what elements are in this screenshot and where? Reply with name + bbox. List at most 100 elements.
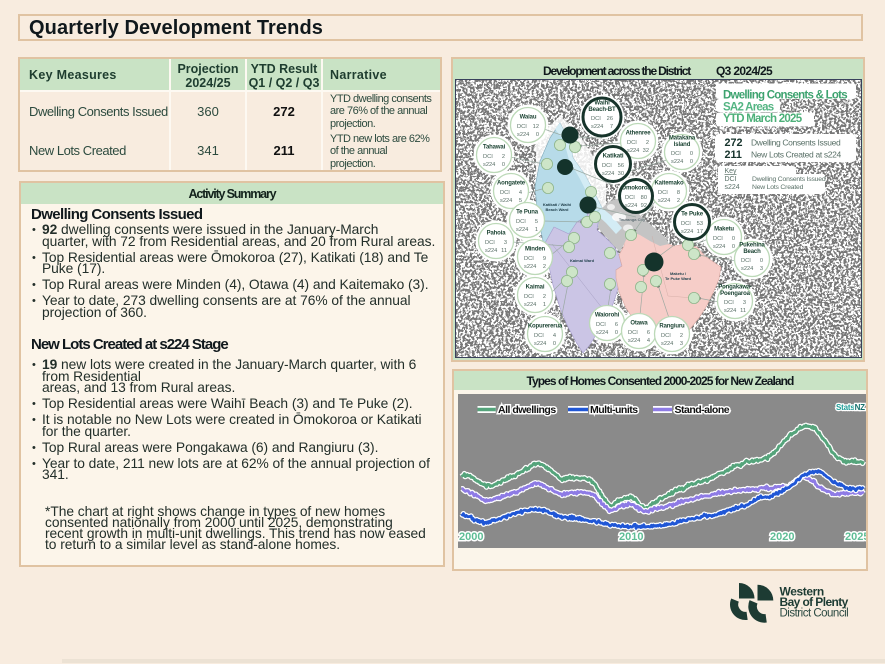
svg-text:0: 0 [690, 159, 693, 165]
svg-text:Multi-units: Multi-units [590, 404, 638, 416]
svg-text:s224: s224 [516, 227, 528, 233]
svg-text:DCI: DCI [516, 219, 526, 225]
svg-text:Tauranga City: Tauranga City [619, 217, 646, 222]
svg-text:56: 56 [618, 163, 624, 169]
svg-text:s224: s224 [524, 264, 536, 270]
svg-text:0: 0 [690, 151, 693, 157]
svg-text:Stand-alone: Stand-alone [675, 404, 730, 416]
svg-text:2: 2 [677, 198, 680, 204]
svg-text:s224: s224 [671, 159, 683, 165]
svg-text:11: 11 [740, 308, 746, 314]
svg-text:0: 0 [502, 162, 505, 168]
svg-text:DCI: DCI [517, 124, 527, 130]
svg-text:Island: Island [674, 142, 691, 148]
svg-text:4: 4 [553, 333, 556, 339]
svg-text:s224: s224 [681, 229, 693, 235]
svg-text:Katikati: Katikati [603, 153, 624, 160]
svg-text:s224: s224 [517, 132, 529, 138]
svg-text:Athenree: Athenree [626, 131, 652, 137]
svg-text:s224: s224 [741, 266, 753, 272]
svg-text:Kaimai Ward: Kaimai Ward [570, 258, 595, 263]
svg-text:2: 2 [543, 294, 546, 300]
svg-text:Beach Ward: Beach Ward [546, 207, 570, 212]
svg-text:0: 0 [760, 258, 763, 264]
svg-text:0: 0 [553, 341, 556, 347]
svg-text:s224: s224 [596, 330, 608, 336]
svg-text:3: 3 [760, 266, 763, 272]
svg-text:Pukehina: Pukehina [739, 243, 765, 249]
svg-text:Dwelling Consents & Lots: Dwelling Consents & Lots [723, 90, 847, 102]
svg-text:3: 3 [743, 300, 746, 306]
svg-text:DCI: DCI [534, 333, 544, 339]
svg-text:DCI: DCI [627, 140, 637, 146]
svg-text:6: 6 [615, 322, 618, 328]
svg-text:Pahoia: Pahoia [487, 231, 507, 237]
svg-text:DCI: DCI [724, 300, 734, 306]
svg-text:Rangiuru: Rangiuru [659, 324, 685, 330]
svg-text:Kaimai: Kaimai [526, 285, 545, 291]
svg-text:DCI: DCI [500, 190, 510, 196]
svg-text:DCI: DCI [596, 322, 606, 328]
svg-text:DCI: DCI [741, 258, 751, 264]
svg-text:11: 11 [501, 248, 507, 254]
svg-text:9: 9 [543, 256, 546, 262]
svg-text:Tahawai: Tahawai [483, 145, 506, 151]
svg-text:26: 26 [607, 116, 613, 122]
svg-text:DCI: DCI [671, 151, 681, 157]
svg-text:Dwelling Consents Issued: Dwelling Consents Issued [752, 176, 826, 183]
svg-text:Maketu: Maketu [714, 227, 734, 233]
svg-text:Key: Key [725, 168, 738, 175]
svg-text:Waiorohi: Waiorohi [595, 313, 620, 319]
svg-text:0: 0 [732, 244, 735, 250]
svg-text:DCI: DCI [524, 256, 534, 262]
svg-text:30: 30 [618, 171, 624, 177]
svg-text:Waiau: Waiau [520, 115, 537, 121]
svg-text:12: 12 [533, 124, 539, 130]
svg-text:2: 2 [680, 333, 683, 339]
svg-text:Katikati / Waihi: Katikati / Waihi [543, 202, 571, 207]
svg-text:80: 80 [641, 195, 647, 201]
svg-text:SA2 Areas: SA2 Areas [723, 102, 774, 114]
svg-text:s224: s224 [625, 203, 637, 209]
svg-text:Beach-BT: Beach-BT [588, 106, 616, 113]
svg-text:Te Puke Ward: Te Puke Ward [665, 276, 692, 281]
svg-text:s224: s224 [483, 162, 495, 168]
svg-text:All dwellings: All dwellings [498, 404, 556, 416]
svg-text:Minden: Minden [525, 247, 546, 253]
svg-text:DCI: DCI [628, 330, 638, 336]
svg-text:s224: s224 [591, 124, 603, 130]
svg-text:4: 4 [519, 190, 522, 196]
svg-text:7: 7 [610, 124, 613, 130]
svg-text:Dwelling Consents Issued: Dwelling Consents Issued [751, 138, 841, 148]
svg-text:s224: s224 [627, 148, 639, 154]
svg-text:s224: s224 [724, 308, 736, 314]
svg-text:Maketu /: Maketu / [670, 271, 687, 276]
svg-text:0: 0 [615, 330, 618, 336]
svg-text:1: 1 [543, 302, 546, 308]
svg-text:Aongatete: Aongatete [497, 181, 526, 187]
svg-text:272: 272 [725, 137, 743, 149]
svg-text:Pongakawa-: Pongakawa- [718, 285, 752, 291]
svg-text:Kaitemako: Kaitemako [655, 181, 684, 187]
svg-text:s224: s224 [713, 244, 725, 250]
svg-text:Matakana: Matakana [669, 136, 696, 142]
svg-text:5: 5 [519, 198, 522, 204]
svg-text:s224: s224 [485, 248, 497, 254]
svg-text:Te Puna: Te Puna [516, 210, 539, 216]
svg-text:2020: 2020 [770, 531, 794, 543]
svg-text:DCI: DCI [483, 154, 493, 160]
svg-text:DCI: DCI [524, 294, 534, 300]
svg-text:Te Puke: Te Puke [681, 211, 704, 218]
svg-text:Waihi: Waihi [594, 100, 610, 107]
svg-text:DCI: DCI [713, 236, 723, 242]
svg-text:StatsNZ: StatsNZ [836, 403, 865, 412]
svg-text:2: 2 [543, 264, 546, 270]
svg-text:s224: s224 [524, 302, 536, 308]
svg-text:Western: Western [780, 585, 824, 599]
svg-text:DCI: DCI [658, 190, 668, 196]
svg-text:s224: s224 [500, 198, 512, 204]
svg-text:DCI: DCI [602, 163, 612, 169]
svg-text:2: 2 [502, 154, 505, 160]
svg-text:s224: s224 [628, 338, 640, 344]
svg-text:2000: 2000 [459, 531, 483, 543]
